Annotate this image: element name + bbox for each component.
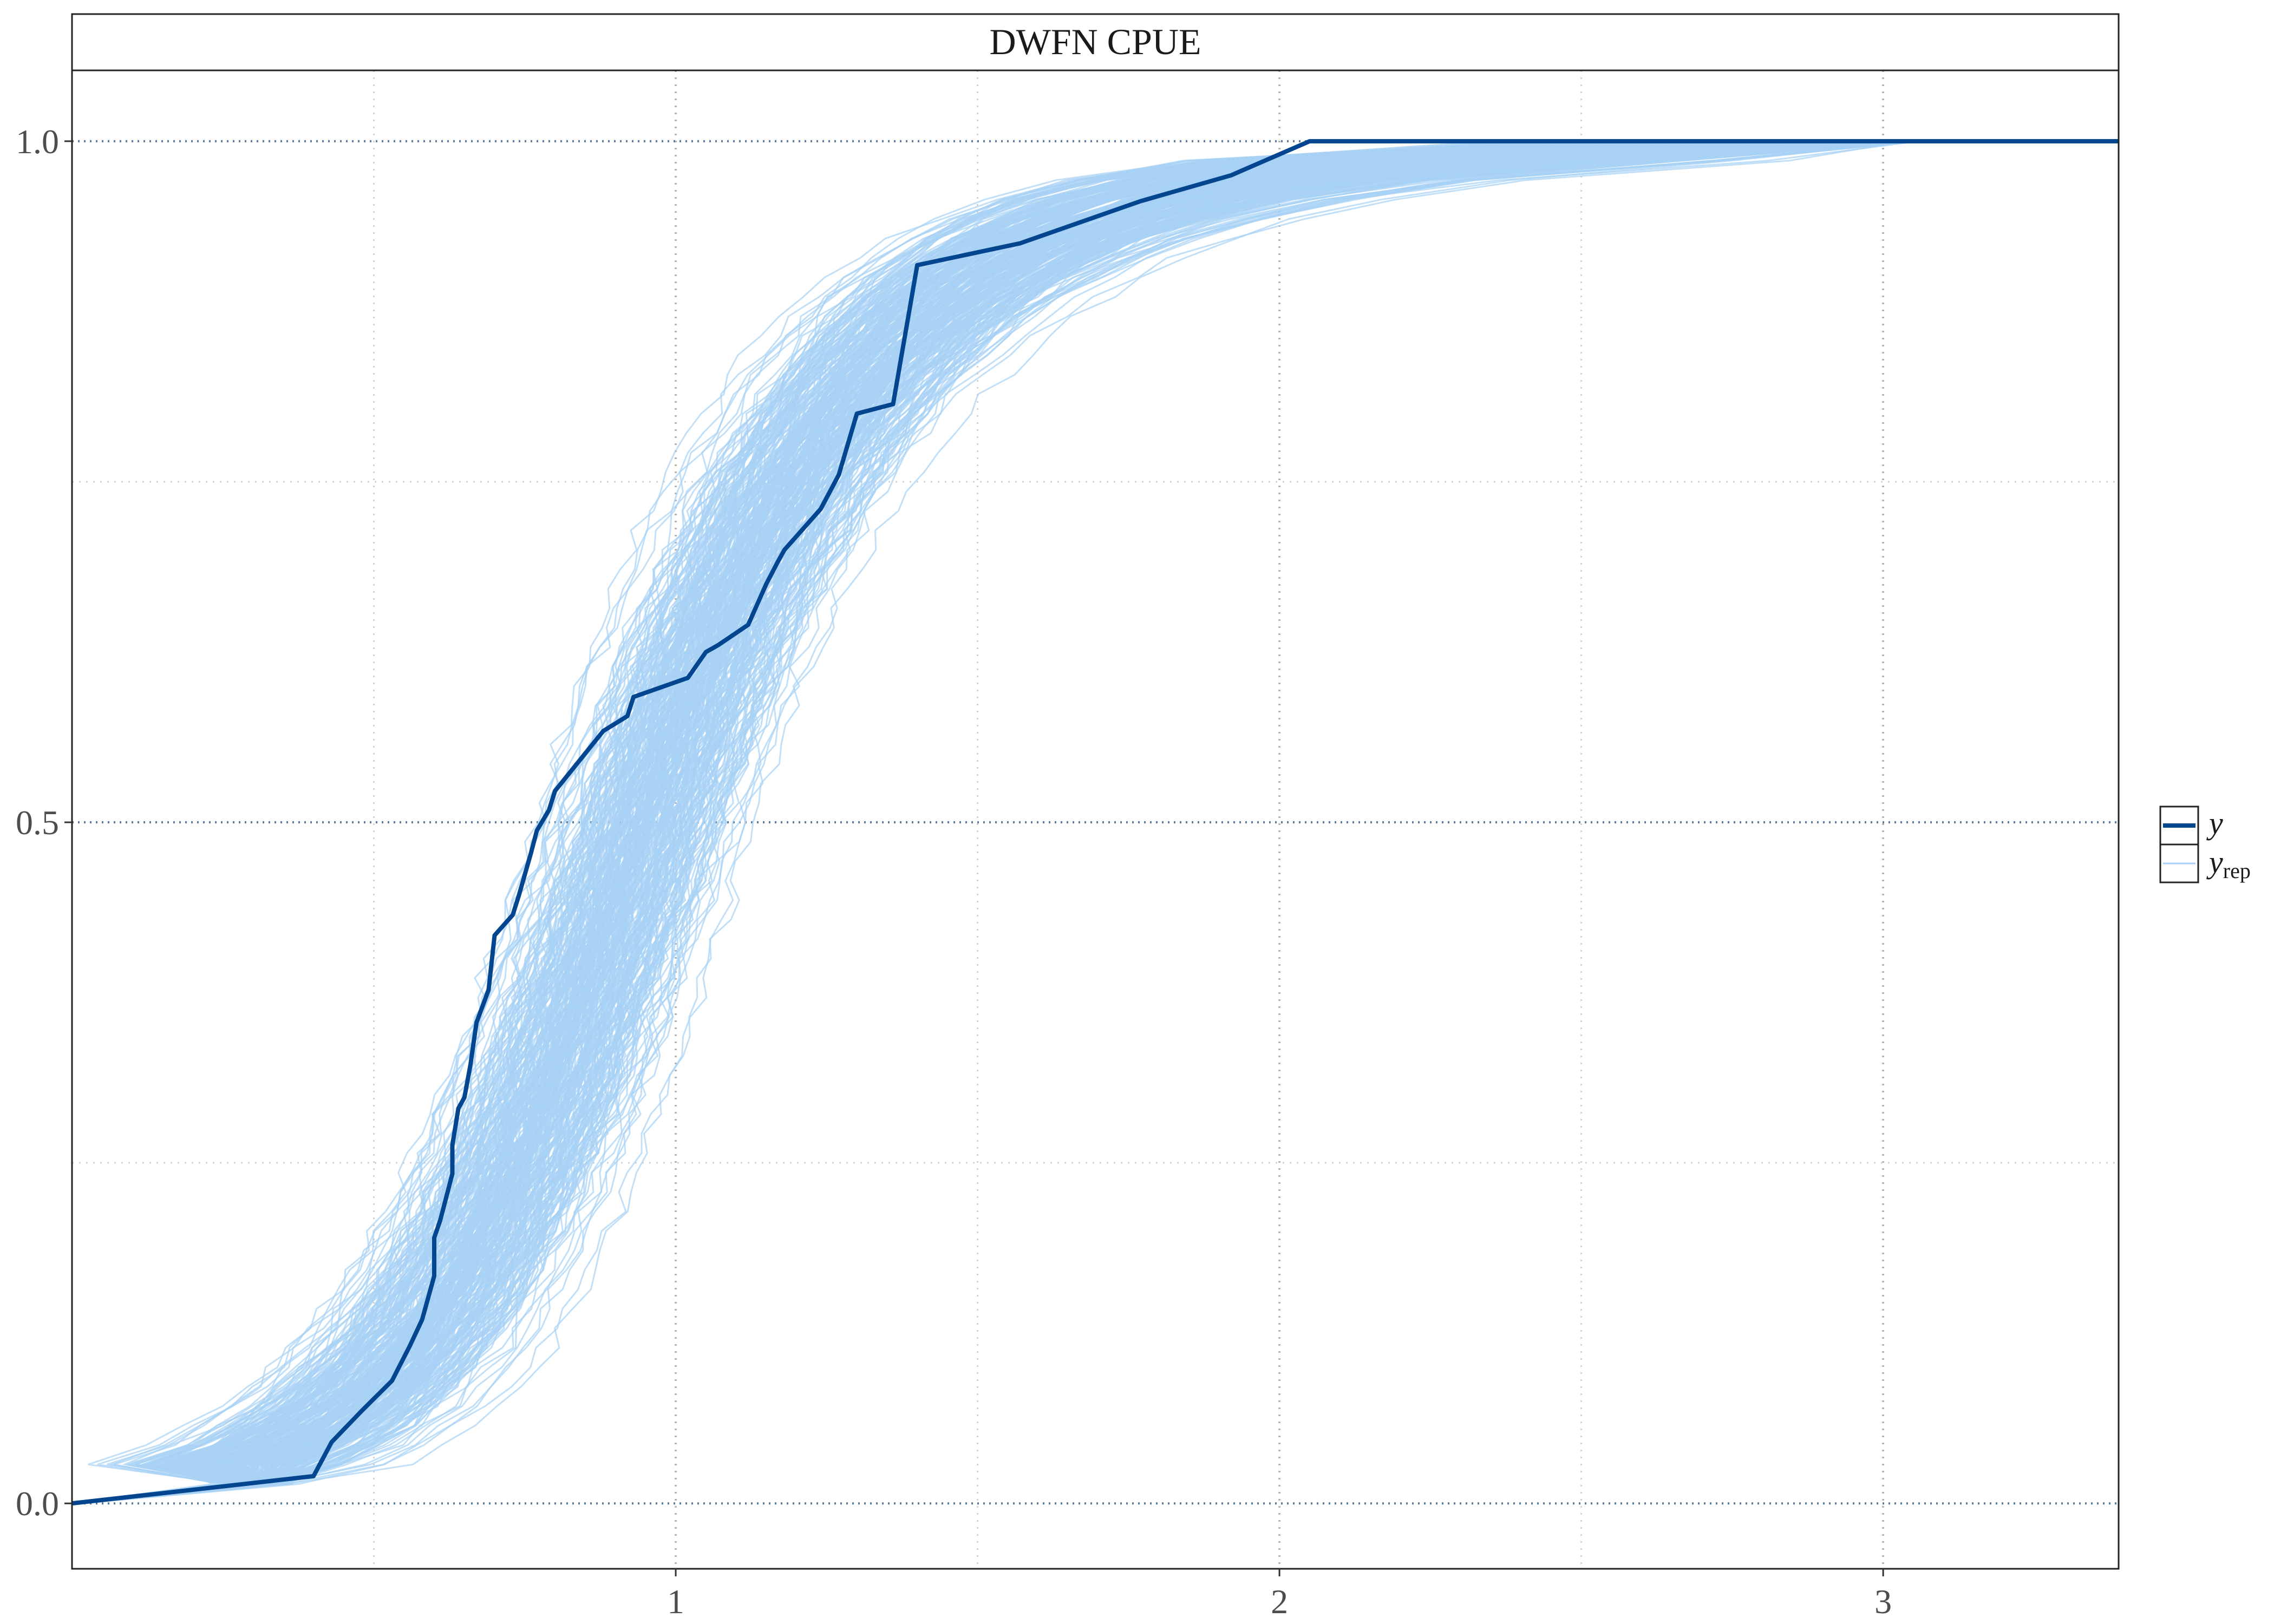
- replicate-ecdf-line: [72, 140, 1506, 1504]
- replicate-ecdf-line: [72, 140, 1489, 1504]
- x-tick-label: 3: [1874, 1582, 1892, 1621]
- observed-line: [72, 139, 2119, 1506]
- y-tick-label: 1.0: [16, 122, 59, 161]
- observed-ecdf-line: [72, 139, 2119, 1506]
- replicate-ecdf-line: [72, 140, 1911, 1504]
- replicate-ecdf-line: [72, 140, 1683, 1504]
- legend-label-yrep-subscript: rep: [2223, 859, 2251, 883]
- y-tick-label: 0.0: [16, 1484, 59, 1523]
- replicate-ecdf-line: [72, 140, 1613, 1504]
- replicate-ecdf-line: [72, 140, 1675, 1504]
- grid-layer: [72, 70, 2119, 1569]
- replicate-ecdf-line: [72, 140, 1748, 1504]
- replicate-ecdf-line: [72, 140, 1552, 1504]
- facet-strip-box: [71, 13, 2120, 71]
- plot-panel-border: [71, 69, 2120, 1570]
- replicate-ecdf-line: [72, 140, 1692, 1504]
- replicate-ecdf-line: [72, 140, 1907, 1504]
- replicate-ecdf-line: [72, 140, 1916, 1504]
- replicate-ecdf-line: [72, 140, 1684, 1504]
- replicate-ecdf-line: [72, 140, 1636, 1504]
- facet-strip: DWFN CPUE: [71, 13, 2120, 71]
- replicate-ecdf-line: [72, 140, 1643, 1504]
- replicate-ecdf-line: [72, 140, 1762, 1504]
- replicate-ecdf-line: [72, 140, 1587, 1504]
- x-axis-ticks: 1 2 3: [667, 1569, 1892, 1621]
- replicate-ecdf-line: [72, 140, 1672, 1504]
- replicate-ecdf-line: [72, 140, 1635, 1504]
- replicate-ecdf-line: [72, 140, 1840, 1504]
- replicate-ecdf-line: [72, 140, 1672, 1504]
- x-tick-label: 2: [1271, 1582, 1288, 1621]
- replicate-ecdf-line: [72, 140, 1652, 1504]
- y-tick-label: 0.5: [16, 803, 59, 842]
- replicate-ecdf-line: [72, 140, 1687, 1504]
- x-tick-label: 1: [667, 1582, 684, 1621]
- svg-text:y: y: [2206, 806, 2223, 841]
- replicate-ecdf-line: [72, 140, 1910, 1504]
- replicate-lines: [72, 140, 1923, 1504]
- replicate-ecdf-line: [72, 140, 1548, 1504]
- replicate-ecdf-line: [72, 140, 1914, 1504]
- replicate-ecdf-line: [72, 140, 1791, 1504]
- replicate-ecdf-line: [72, 140, 1911, 1504]
- replicate-ecdf-line: [72, 140, 1637, 1504]
- y-axis-ticks: 0.0 0.5 1.0: [16, 122, 72, 1523]
- legend-label-yrep: y: [2206, 844, 2223, 880]
- legend-label-y: y: [2206, 806, 2223, 841]
- svg-text:yrep: yrep: [2206, 844, 2251, 883]
- chart-title: DWFN CPUE: [989, 21, 1201, 62]
- legend: y yrep: [2159, 806, 2251, 883]
